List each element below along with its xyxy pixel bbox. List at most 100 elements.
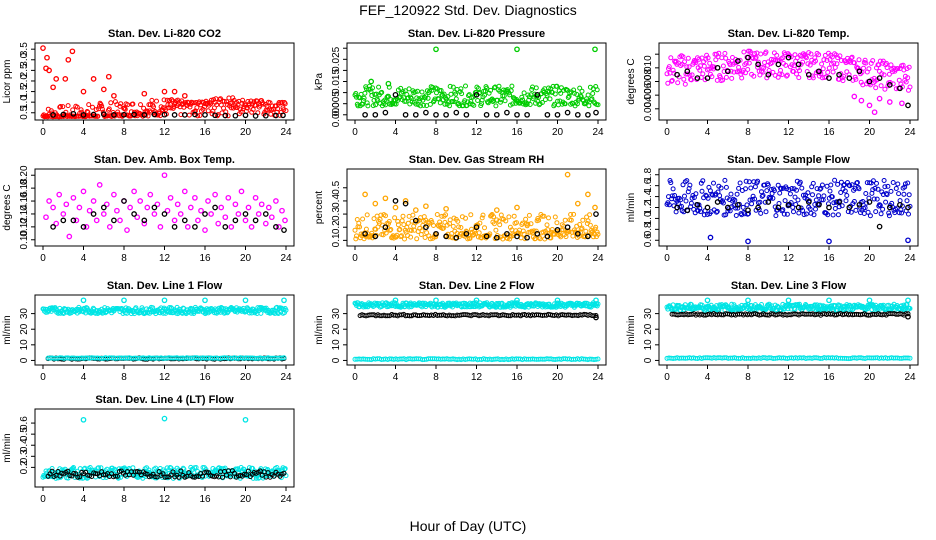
data-point: [830, 212, 836, 218]
data-point: [775, 61, 782, 68]
y-tick-label: 30: [331, 308, 342, 320]
data-point: [789, 186, 795, 191]
data-point: [44, 54, 50, 61]
data-point: [797, 68, 802, 74]
data-point: [878, 211, 884, 217]
data-point: [786, 187, 792, 192]
data-point: [514, 111, 520, 118]
x-tick-label: 24: [280, 372, 292, 383]
data-point: [514, 204, 520, 211]
plot-area: [352, 171, 601, 242]
data-point: [882, 184, 888, 190]
y-tick-label: 1.6: [643, 178, 654, 192]
data-point: [907, 306, 913, 311]
data-point: [571, 87, 577, 93]
data-point: [886, 99, 893, 105]
data-point: [491, 85, 497, 91]
data-point: [412, 207, 419, 213]
data-point: [238, 109, 244, 115]
data-point: [755, 204, 761, 211]
data-point: [886, 210, 892, 216]
data-point: [714, 208, 720, 214]
data-point: [834, 61, 840, 67]
data-point: [745, 67, 751, 72]
data-point: [865, 209, 871, 215]
data-point: [365, 103, 371, 109]
data-point: [743, 60, 749, 66]
data-point: [161, 88, 168, 95]
x-tick-label: 4: [393, 253, 399, 264]
data-point: [758, 51, 764, 57]
plot-frame: [346, 42, 607, 121]
data-point: [803, 211, 809, 217]
data-point: [741, 49, 747, 55]
data-point: [724, 204, 731, 211]
data-point: [357, 224, 363, 230]
data-point: [566, 229, 572, 235]
data-point: [552, 214, 558, 220]
data-point: [141, 220, 148, 227]
data-point: [740, 204, 746, 210]
data-point: [669, 78, 675, 83]
data-point: [836, 199, 842, 205]
y-axis-label: ml/min: [2, 433, 13, 462]
data-point: [176, 474, 182, 480]
data-point: [905, 313, 911, 320]
data-point: [205, 198, 211, 204]
data-point: [723, 55, 729, 61]
data-point: [684, 178, 690, 184]
data-point: [810, 192, 815, 198]
data-point: [722, 177, 728, 183]
data-point: [100, 211, 107, 217]
plot-area: [43, 172, 288, 240]
data-point: [267, 100, 273, 106]
data-point: [785, 54, 792, 61]
data-point: [564, 171, 571, 178]
data-point: [705, 55, 711, 61]
data-point: [208, 211, 214, 217]
data-point: [113, 473, 118, 479]
data-point: [895, 66, 901, 72]
data-point: [144, 204, 151, 211]
data-point: [688, 200, 694, 206]
x-tick-label: 0: [664, 372, 670, 383]
data-point: [674, 71, 680, 78]
data-point: [502, 98, 508, 104]
data-point: [405, 95, 411, 101]
data-point: [784, 72, 790, 78]
data-point: [514, 220, 519, 226]
data-point: [870, 58, 876, 64]
data-point: [382, 224, 389, 231]
data-point: [905, 204, 911, 211]
data-point: [50, 84, 56, 91]
data-point: [503, 218, 509, 224]
data-point: [593, 314, 599, 321]
data-point: [901, 191, 907, 197]
data-point: [844, 193, 850, 198]
data-point: [846, 72, 852, 78]
data-point: [117, 217, 123, 224]
data-point: [434, 212, 440, 217]
data-point: [74, 104, 80, 110]
plot-area: [40, 45, 289, 120]
data-point: [800, 59, 806, 65]
data-point: [669, 193, 675, 199]
data-point: [510, 101, 516, 107]
data-point: [437, 222, 443, 228]
x-tick-label: 0: [664, 127, 670, 138]
data-point: [782, 198, 788, 204]
panel-title: Stan. Dev. Li-820 CO2: [108, 28, 221, 40]
data-point: [752, 184, 758, 190]
data-point: [250, 107, 256, 112]
panel-title: Stan. Dev. Sample Flow: [727, 154, 850, 166]
data-point: [222, 214, 229, 221]
data-point: [463, 111, 470, 118]
data-point: [165, 102, 171, 108]
data-point: [100, 86, 107, 93]
data-point: [593, 109, 599, 116]
x-tick-label: 20: [552, 253, 564, 264]
data-point: [542, 97, 548, 103]
data-point: [562, 101, 568, 107]
data-point: [803, 54, 809, 60]
